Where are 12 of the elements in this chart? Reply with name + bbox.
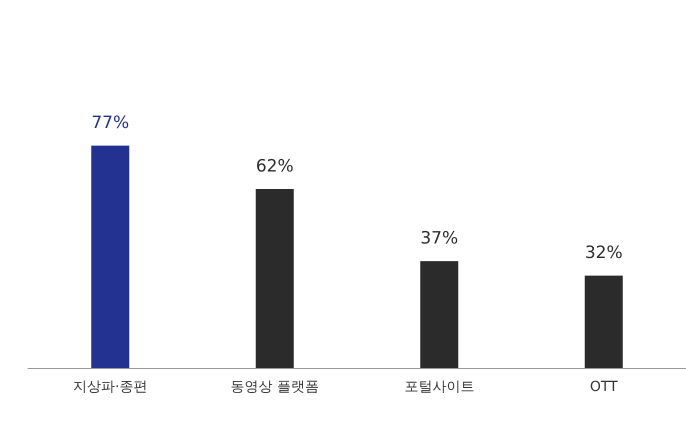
data-label: 37% xyxy=(420,228,458,249)
bar xyxy=(91,146,130,368)
x-tick-label: 동영상 플랫폼 xyxy=(230,379,319,395)
bar xyxy=(584,276,623,368)
x-tick-label: 포털사이트 xyxy=(404,379,474,395)
bar xyxy=(256,188,294,368)
x-tick-label: 지상파·종편 xyxy=(73,379,148,395)
data-label: 32% xyxy=(584,243,623,264)
bar xyxy=(420,261,458,368)
data-label: 62% xyxy=(256,156,294,176)
data-label: 77% xyxy=(91,113,130,134)
x-tick-label: OTT xyxy=(590,379,618,395)
